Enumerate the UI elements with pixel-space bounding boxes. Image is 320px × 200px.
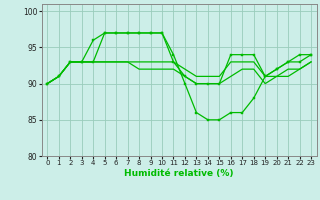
- X-axis label: Humidité relative (%): Humidité relative (%): [124, 169, 234, 178]
